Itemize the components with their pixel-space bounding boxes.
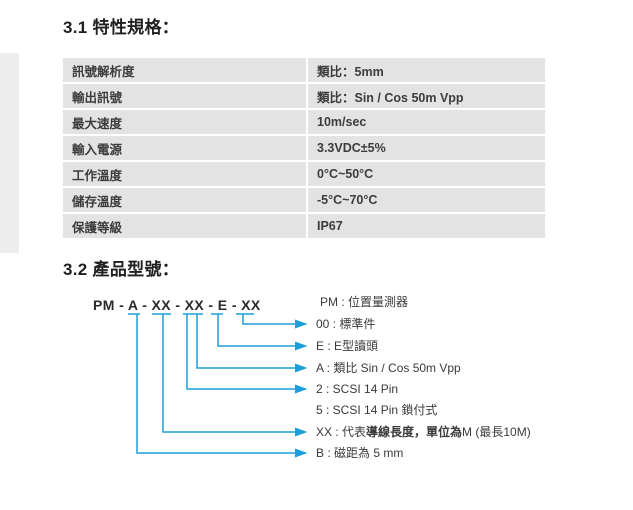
spec-table-row: 保護等級 IP67 xyxy=(63,214,545,238)
arrowhead-icon xyxy=(295,363,308,373)
spec-table: 訊號解析度 類比：5mm 輸出訊號 類比：Sin / Cos 50m Vpp 最… xyxy=(63,58,545,240)
spec-table-row: 輸出訊號 類比：Sin / Cos 50m Vpp xyxy=(63,84,545,108)
diagram-label-5: 5 : SCSI 14 Pin 鎖付式 xyxy=(316,403,438,417)
section-3-1-title: 3.1 特性規格： xyxy=(63,18,180,37)
spec-value: IP67 xyxy=(308,214,545,238)
diagram-label-e: E : E型讀頭 xyxy=(316,339,379,353)
diagram-label-a: A : 類比 Sin / Cos 50m Vpp xyxy=(316,361,461,375)
connector-XX2l-to-2 xyxy=(186,314,296,390)
spec-value: 類比：Sin / Cos 50m Vpp xyxy=(308,84,545,108)
diagram-label-b: B : 磁距為 5 mm xyxy=(316,446,404,460)
spec-table-row: 最大速度 10m/sec xyxy=(63,110,545,134)
spec-label: 保護等級 xyxy=(63,214,306,238)
arrowhead-icon xyxy=(295,427,308,437)
arrowhead-icon xyxy=(295,341,308,351)
diagram-label-00: 00 : 標準件 xyxy=(316,317,376,331)
spec-table-row: 訊號解析度 類比：5mm xyxy=(63,58,545,82)
left-margin-strip xyxy=(0,53,19,253)
spec-value: 3.3VDC±5% xyxy=(308,136,545,160)
spec-label: 訊號解析度 xyxy=(63,58,306,82)
spec-label: 輸入電源 xyxy=(63,136,306,160)
connector-XX3-to-00 xyxy=(242,314,296,325)
connector-E-to-E xyxy=(217,314,296,347)
spec-label: 最大速度 xyxy=(63,110,306,134)
label-xx-bold: 導線長度，單位為 xyxy=(366,425,463,439)
connector-XX2r-to-A xyxy=(196,314,296,369)
spec-table-row: 工作溫度 0°C~50°C xyxy=(63,162,545,186)
spec-value: 類比：5mm xyxy=(308,58,545,82)
arrowhead-icon xyxy=(295,448,308,458)
diagram-label-2: 2 : SCSI 14 Pin xyxy=(316,382,399,396)
diagram-label-xx: XX : 代表導線長度，單位為M (最長10M) xyxy=(316,424,531,440)
spec-value: 0°C~50°C xyxy=(308,162,545,186)
spec-label: 輸出訊號 xyxy=(63,84,306,108)
arrowhead-icon xyxy=(295,384,308,394)
spec-table-row: 輸入電源 3.3VDC±5% xyxy=(63,136,545,160)
section-3-2-title: 3.2 產品型號： xyxy=(63,260,180,279)
label-xx-prefix: XX : 代表 xyxy=(316,425,367,439)
connector-A-to-B xyxy=(136,314,296,454)
spec-label: 儲存溫度 xyxy=(63,188,306,212)
spec-table-row: 儲存溫度 -5°C~70°C xyxy=(63,188,545,212)
connector-XX1-to-XX xyxy=(162,314,296,433)
spec-label: 工作溫度 xyxy=(63,162,306,186)
spec-value: -5°C~70°C xyxy=(308,188,545,212)
spec-value: 10m/sec xyxy=(308,110,545,134)
diagram-label-pm: PM : 位置量測器 xyxy=(320,295,409,309)
arrowhead-icon xyxy=(295,319,308,329)
model-number: PM - A - XX - XX - E - XX xyxy=(93,297,261,313)
label-xx-suffix: M (最長10M) xyxy=(462,425,531,439)
